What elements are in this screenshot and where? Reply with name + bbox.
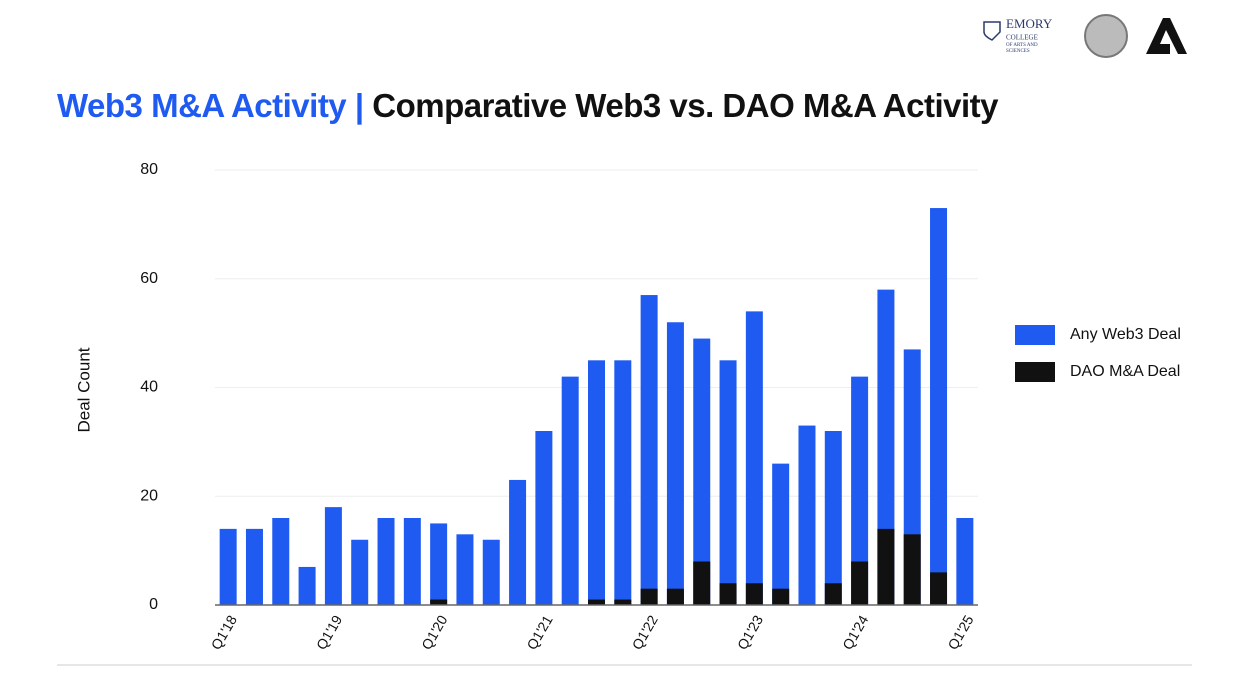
bar <box>588 599 605 605</box>
bar <box>298 566 316 605</box>
title-main: Comparative Web3 vs. DAO M&A Activity <box>372 87 999 124</box>
logos: EMORY COLLEGE OF ARTS AND SCIENCES <box>983 14 1187 58</box>
legend-swatch <box>1015 362 1055 382</box>
bar <box>456 534 474 605</box>
bar <box>640 295 658 605</box>
bar <box>509 479 527 605</box>
bar <box>324 507 342 605</box>
legend-swatch <box>1015 325 1055 345</box>
x-tick-label: Q1'23 <box>734 612 766 652</box>
legend-label: Any Web3 Deal <box>1070 326 1181 343</box>
chart-title: Web3 M&A Activity | Comparative Web3 vs.… <box>57 87 999 124</box>
bar <box>851 376 869 605</box>
bar <box>219 528 237 605</box>
x-tick-label: Q1'21 <box>523 612 555 652</box>
bar <box>403 518 421 605</box>
bar <box>377 518 395 605</box>
bar <box>798 425 816 605</box>
bar <box>430 599 448 605</box>
bar <box>824 583 842 605</box>
bar <box>614 599 632 605</box>
y-tick-label: 20 <box>140 487 158 504</box>
logo-text: EMORY <box>1006 16 1053 31</box>
y-tick-label: 40 <box>140 379 158 396</box>
globe-icon <box>1084 14 1128 58</box>
bar <box>535 431 553 605</box>
bar <box>272 518 290 605</box>
x-tick-label: Q1'24 <box>839 612 871 652</box>
bar <box>930 572 948 605</box>
bar <box>824 431 842 605</box>
bar <box>745 311 763 605</box>
bar <box>851 561 869 605</box>
bar <box>772 588 790 605</box>
title-prefix: Web3 M&A Activity | <box>57 87 364 124</box>
bar <box>666 588 684 605</box>
bar <box>903 534 921 605</box>
bar <box>588 360 605 605</box>
bar <box>719 360 737 605</box>
shield-icon <box>983 21 1001 41</box>
bar <box>877 528 895 605</box>
bar <box>693 561 711 605</box>
bar <box>956 518 974 605</box>
x-tick-label: Q1'19 <box>313 612 345 652</box>
a-logo <box>1146 18 1187 54</box>
x-tick-label: Q1'22 <box>629 612 661 652</box>
x-tick-label: Q1'20 <box>418 612 450 652</box>
y-axis-label: Deal Count <box>74 347 93 432</box>
bar <box>930 208 948 605</box>
bar <box>640 588 658 605</box>
bar <box>666 322 684 605</box>
bar <box>351 539 369 605</box>
x-tick-label: Q1'25 <box>944 612 976 652</box>
bar <box>614 360 632 605</box>
bar <box>245 528 263 605</box>
y-tick-label: 60 <box>140 270 158 287</box>
logo-text: OF ARTS AND <box>1006 43 1038 48</box>
y-tick-label: 80 <box>140 161 158 178</box>
bar <box>719 583 737 605</box>
bar <box>772 463 790 605</box>
bar <box>430 523 448 605</box>
bar <box>561 376 579 605</box>
x-tick-label: Q1'18 <box>208 612 240 652</box>
bar <box>693 338 711 605</box>
bar <box>745 583 763 605</box>
legend-label: DAO M&A Deal <box>1070 363 1180 380</box>
y-tick-label: 0 <box>149 596 158 613</box>
bar <box>877 289 895 605</box>
logo-text: SCIENCES <box>1006 49 1030 54</box>
logo-text: COLLEGE <box>1006 34 1038 42</box>
bar <box>482 539 500 605</box>
